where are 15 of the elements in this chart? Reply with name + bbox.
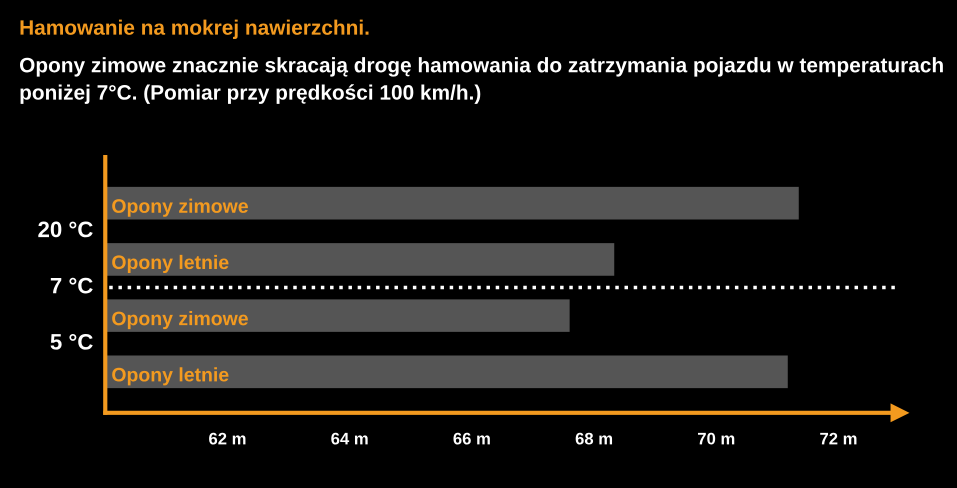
chart-subtitle: Opony zimowe znacznie skracają drogę hamowania do zatrzymania pojazdu w temperaturach poniżej 7°C. (Pomiar przy prędkości 100 km/h.) <box>20 57 943 104</box>
x-tick-label: 66 m <box>453 432 490 445</box>
y-tick-label: Opony letnie <box>112 254 228 273</box>
x-tick-label: 70 m <box>698 432 734 445</box>
x-tick-label: 64 m <box>331 432 368 445</box>
x-tick-label: 72 m <box>820 432 856 444</box>
text: 7 °C <box>50 278 93 294</box>
text: 5 °C <box>50 334 93 350</box>
text: 20 °C <box>38 222 93 238</box>
y-tick-label: Opony zimowe <box>112 198 248 217</box>
x-tick-label: 68 m <box>576 432 612 445</box>
chart-title: Hamowanie na mokrej nawierzchni. <box>20 20 369 39</box>
x-tick-label: 62 m <box>209 432 246 445</box>
y-tick-label: Opony letnie <box>112 367 228 386</box>
y-tick-label: Opony zimowe <box>112 311 248 330</box>
